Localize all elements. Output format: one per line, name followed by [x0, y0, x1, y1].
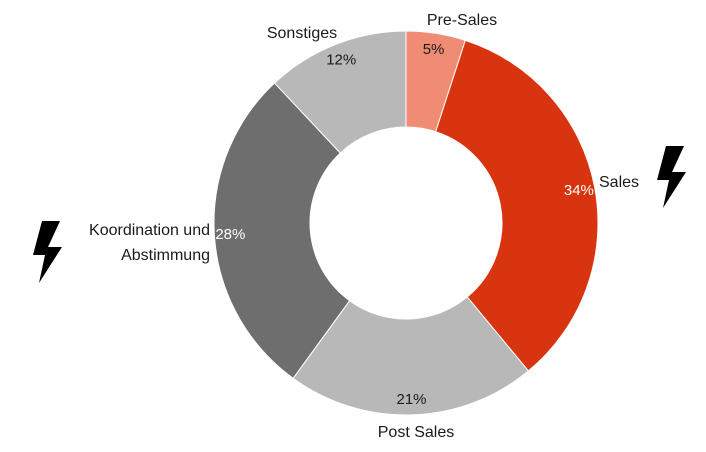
- slice-label-sonstiges: Sonstiges: [267, 25, 337, 42]
- slice-sonstiges: [273, 30, 407, 154]
- value-label-pre-sales: 5%: [423, 41, 445, 58]
- lightning-icon: [657, 146, 686, 208]
- slice-label-koordination-line1: Koordination und: [89, 222, 210, 239]
- slice-koordination-und-abstimmung: [213, 82, 351, 380]
- value-label-koordination-und-abstimmung: 28%: [215, 226, 245, 243]
- slice-label-post-sales: Post Sales: [378, 424, 454, 441]
- donut-slices: [213, 30, 599, 416]
- value-label-sonstiges: 12%: [326, 51, 356, 68]
- slice-post-sales: [292, 296, 530, 416]
- lightning-icon: [33, 221, 62, 283]
- slice-label-pre-sales: Pre-Sales: [427, 12, 497, 29]
- slice-label-koordination-line2: Abstimmung: [121, 247, 210, 264]
- value-label-post-sales: 21%: [397, 391, 427, 408]
- value-label-sales: 34%: [564, 182, 594, 199]
- value-labels: 5% 34% 21% 28% 12%: [215, 41, 594, 408]
- slice-label-sales: Sales: [599, 174, 639, 191]
- slice-sales: [435, 39, 599, 372]
